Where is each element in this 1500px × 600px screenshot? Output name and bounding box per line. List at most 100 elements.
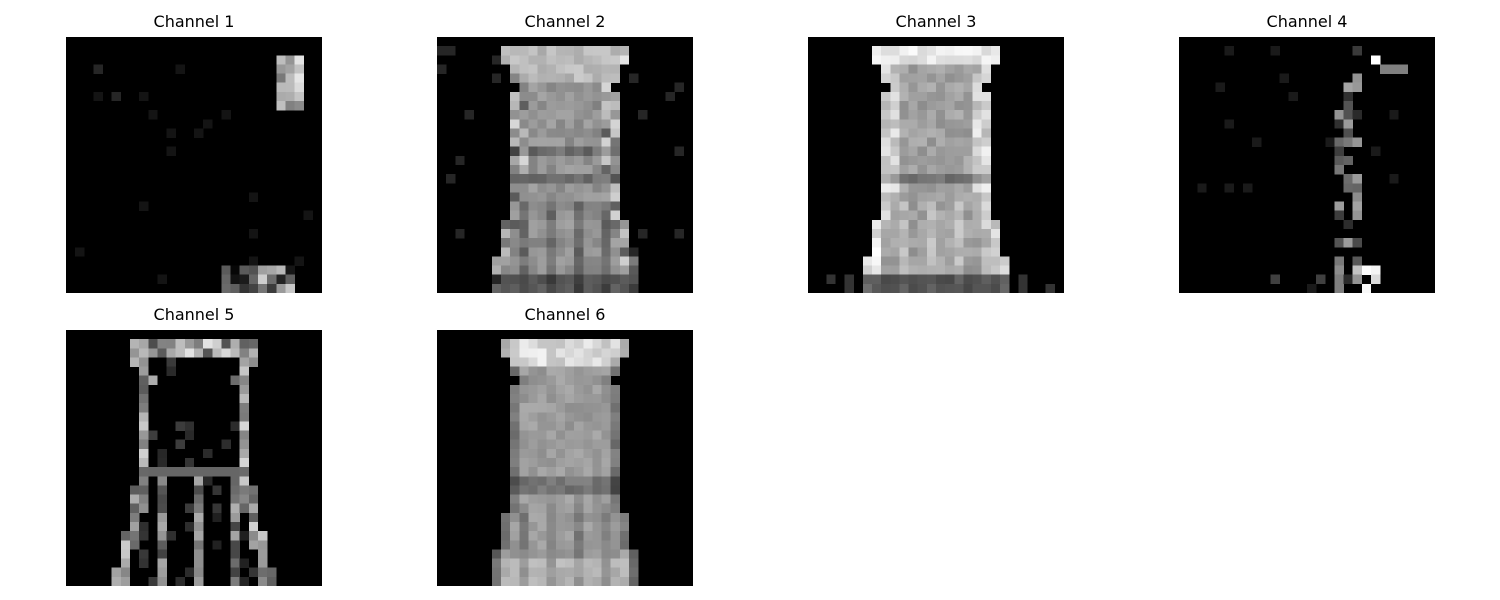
pixel: [917, 247, 928, 257]
pixel: [674, 146, 685, 157]
pixel: [537, 522, 547, 532]
pixel: [583, 476, 593, 486]
pixel: [610, 540, 621, 550]
pixel: [537, 458, 547, 468]
pixel: [528, 137, 538, 147]
pixel: [519, 467, 529, 477]
pixel: [1334, 119, 1344, 129]
pixel: [881, 174, 891, 184]
pixel: [936, 165, 946, 175]
pixel: [936, 174, 946, 184]
pixel: [1380, 64, 1390, 74]
pixel: [583, 394, 593, 404]
pixel: [194, 467, 204, 477]
pixel: [981, 256, 992, 266]
pixel: [537, 247, 547, 257]
pixel: [629, 283, 639, 293]
pixel: [239, 366, 250, 376]
pixel: [510, 229, 520, 239]
pixel: [510, 357, 520, 367]
pixel: [963, 128, 973, 138]
pixel: [926, 137, 937, 147]
pixel: [899, 110, 909, 120]
pixel: [601, 101, 611, 111]
pixel: [537, 128, 547, 138]
pixel: [555, 146, 566, 157]
pixel: [565, 274, 575, 285]
pixel: [601, 458, 611, 468]
pixel: [437, 64, 447, 74]
pixel: [610, 55, 621, 65]
pixel: [1334, 110, 1344, 120]
pixel: [881, 110, 891, 120]
pixel: [945, 46, 955, 56]
pixel: [565, 522, 575, 532]
pixel: [139, 439, 149, 450]
pixel: [619, 55, 630, 65]
pixel: [565, 448, 575, 459]
pixel: [592, 522, 602, 532]
pixel: [917, 265, 928, 275]
pixel: [248, 265, 259, 275]
pixel: [285, 283, 295, 293]
pixel: [501, 531, 511, 541]
pixel: [592, 165, 602, 175]
pixel: [1045, 283, 1056, 293]
pixel: [601, 448, 611, 459]
pixel: [510, 174, 520, 184]
pixel: [139, 412, 149, 422]
pixel: [610, 201, 621, 211]
pixel: [592, 412, 602, 422]
pixel: [546, 146, 557, 157]
pixel: [908, 192, 918, 202]
pixel: [954, 229, 964, 239]
pixel: [954, 283, 964, 293]
pixel: [1352, 192, 1363, 202]
pixel: [610, 439, 621, 450]
pixel: [899, 210, 909, 221]
pixel: [592, 576, 602, 586]
pixel: [610, 101, 621, 111]
pixel: [528, 394, 538, 404]
pixel: [945, 119, 955, 129]
pixel: [592, 174, 602, 184]
pixel: [592, 384, 602, 395]
pixel: [592, 403, 602, 413]
pixel: [583, 229, 593, 239]
pixel: [139, 458, 149, 468]
pixel: [239, 357, 250, 367]
pixel: [890, 210, 900, 221]
pixel: [972, 64, 982, 74]
pixel: [981, 137, 992, 147]
pixel: [203, 119, 213, 129]
pixel: [954, 128, 964, 138]
pixel: [592, 201, 602, 211]
pixel: [574, 73, 584, 83]
pixel: [908, 128, 918, 138]
pixel: [592, 458, 602, 468]
pixel: [610, 558, 621, 568]
pixel: [285, 64, 295, 74]
pixel: [945, 192, 955, 202]
pixel: [610, 46, 621, 56]
pixel: [954, 119, 964, 129]
pixel: [574, 229, 584, 239]
pixel: [212, 503, 222, 514]
pixel: [1000, 256, 1010, 266]
pixel: [601, 146, 611, 157]
pixel: [574, 128, 584, 138]
pixel: [537, 567, 547, 578]
pixel: [1371, 274, 1381, 285]
pixel: [981, 174, 992, 184]
pixel: [537, 476, 547, 486]
pixel: [899, 119, 909, 129]
pixel: [267, 274, 277, 285]
pixel: [528, 512, 538, 523]
pixel: [565, 64, 575, 74]
pixel: [899, 256, 909, 266]
pixel: [203, 448, 213, 459]
pixel: [592, 476, 602, 486]
pixel: [1343, 82, 1353, 93]
pixel: [510, 46, 520, 56]
pixel: [619, 540, 630, 550]
